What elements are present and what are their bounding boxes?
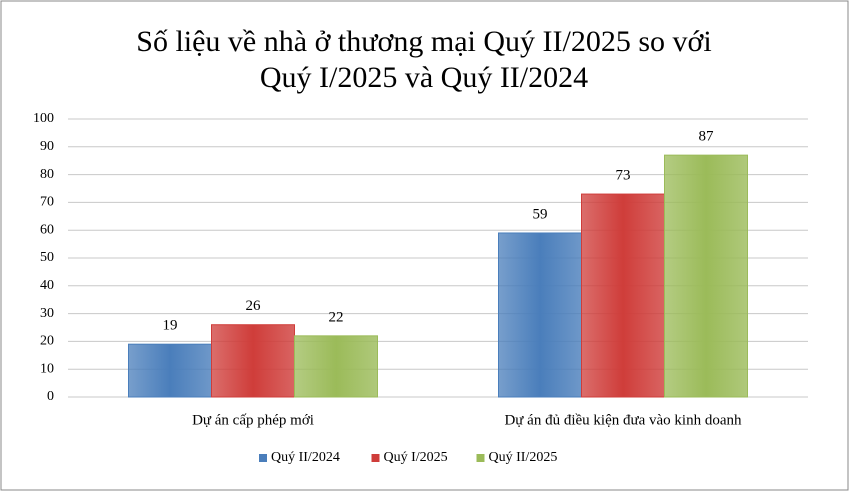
bar <box>498 232 582 398</box>
chart-title: Số liệu về nhà ở thương mại Quý II/2025 … <box>136 25 711 58</box>
y-tick-label: 100 <box>33 111 54 126</box>
data-label: 22 <box>329 309 344 325</box>
x-tick-label: Dự án cấp phép mới <box>192 412 314 428</box>
data-label: 26 <box>246 298 262 314</box>
data-label: 73 <box>616 167 631 183</box>
y-tick-label: 10 <box>40 361 54 376</box>
data-label: 87 <box>699 129 715 145</box>
bar <box>294 335 378 398</box>
y-tick-label: 30 <box>40 306 54 321</box>
y-tick-label: 0 <box>47 389 54 404</box>
x-tick-label: Dự án đủ điều kiện đưa vào kinh doanh <box>504 412 742 428</box>
legend-label: Quý II/2025 <box>489 450 558 465</box>
legend-label: Quý II/2024 <box>271 450 340 465</box>
y-tick-label: 20 <box>40 334 54 349</box>
bar <box>664 154 748 398</box>
y-tick-label: 80 <box>40 167 54 182</box>
data-label: 19 <box>163 318 178 334</box>
chart-title: Quý I/2025 và Quý II/2024 <box>260 61 588 94</box>
bar <box>211 324 295 398</box>
legend-swatch <box>371 454 380 462</box>
y-tick-label: 60 <box>40 222 54 237</box>
y-tick-label: 50 <box>40 250 54 265</box>
bar <box>128 343 212 398</box>
data-label: 59 <box>533 206 548 222</box>
y-tick-label: 40 <box>40 278 54 293</box>
legend-swatch <box>476 454 485 462</box>
legend-label: Quý I/2025 <box>384 450 448 465</box>
bar <box>581 193 665 398</box>
legend-swatch <box>259 454 267 462</box>
y-tick-label: 90 <box>40 139 54 154</box>
y-tick-label: 70 <box>40 195 54 210</box>
